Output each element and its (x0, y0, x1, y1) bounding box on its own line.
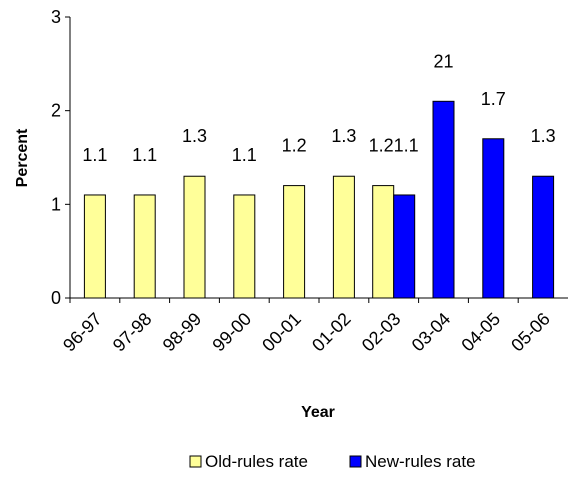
y-tick-label: 3 (51, 7, 61, 27)
y-axis-title: Percent (14, 128, 31, 187)
legend-swatch (349, 455, 362, 468)
legend-label: New-rules rate (365, 452, 476, 471)
plot-area: 0 1 2 3 96-97 1.1 97-98 1.1 98-99 1.3 99-00 1.1 00-0… (51, 7, 568, 355)
x-tick-label: 98-99 (159, 309, 206, 356)
bar (83, 194, 106, 299)
x-tick-label: 05-06 (507, 309, 554, 356)
legend-swatch (189, 455, 202, 468)
bar (332, 175, 355, 299)
data-label: 1.2 (282, 136, 307, 156)
x-tick-label: 99-00 (208, 309, 255, 356)
y-tick-label: 0 (51, 288, 61, 308)
x-tick-label: 96-97 (59, 309, 106, 356)
bar (283, 185, 306, 299)
bar (133, 194, 156, 299)
y-tick-label: 1 (51, 194, 61, 214)
data-label: 1.1 (82, 145, 107, 165)
bar (532, 175, 555, 299)
x-axis-title: Year (301, 404, 335, 421)
data-label: 1.1 (232, 145, 257, 165)
bar (393, 194, 416, 299)
bar (432, 100, 455, 299)
x-tick-label: 02-03 (358, 309, 405, 356)
y-tick-label: 2 (51, 101, 61, 121)
data-label: 1.1 (132, 145, 157, 165)
x-tick-label: 97-98 (109, 309, 156, 356)
data-label: 1.3 (531, 126, 556, 146)
bar (183, 175, 206, 299)
data-label: 1.1 (394, 136, 419, 156)
bar (233, 194, 256, 299)
x-tick-label: 03-04 (408, 309, 455, 356)
data-label: 21 (433, 51, 453, 71)
data-label: 1.3 (182, 126, 207, 146)
data-label: 1.7 (481, 89, 506, 109)
bar (482, 138, 505, 299)
legend-label: Old-rules rate (205, 452, 308, 471)
x-tick-label: 00-01 (258, 309, 305, 356)
data-label: 1.3 (331, 126, 356, 146)
x-tick-label: 04-05 (457, 309, 504, 356)
data-label: 1.2 (369, 136, 394, 156)
x-tick-label: 01-02 (308, 309, 355, 356)
bar (372, 185, 395, 299)
legend: Old-rules rate New-rules rate (189, 452, 476, 471)
